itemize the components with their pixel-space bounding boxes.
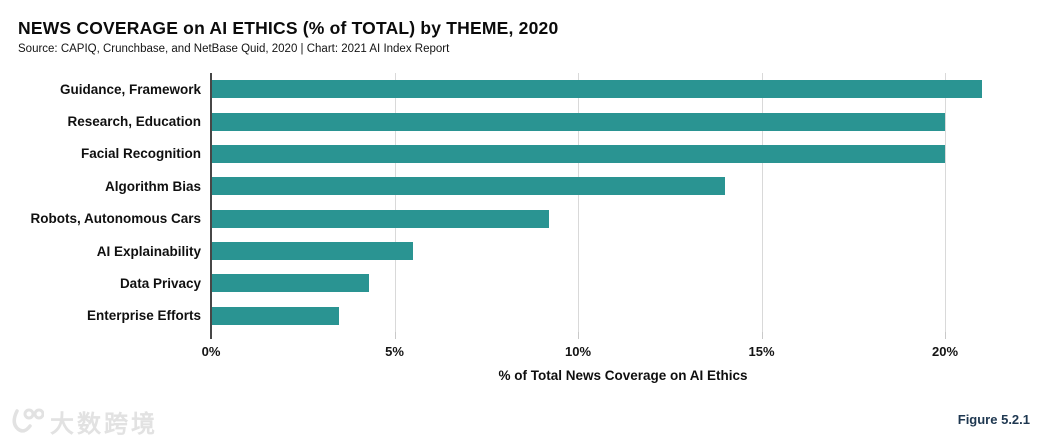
- gridline: [945, 73, 947, 332]
- category-label: Research, Education: [67, 114, 201, 130]
- x-axis-tick-labels: 0% 5% 10% 15% 20%: [202, 344, 1035, 360]
- bar: [211, 177, 725, 196]
- bar: [211, 80, 982, 99]
- chart-row: Robots, Autonomous Cars: [0, 203, 1035, 235]
- x-axis-label: % of Total News Coverage on AI Ethics: [498, 368, 748, 383]
- bar-chart: Guidance, Framework Research, Education Fa…: [0, 73, 1042, 383]
- chart-row: Data Privacy: [0, 267, 1035, 299]
- category-label: Enterprise Efforts: [86, 308, 201, 324]
- chart-row: AI Explainability: [0, 235, 1035, 267]
- chart-row: Enterprise Efforts: [0, 300, 1035, 332]
- bar: [211, 144, 946, 163]
- bar-track: [211, 177, 1035, 196]
- bar-track: [211, 112, 1035, 131]
- category-label: Data Privacy: [119, 275, 201, 291]
- bar-track: [211, 274, 1035, 293]
- x-tick-label: 15%: [748, 344, 775, 359]
- bar-track: [211, 242, 1035, 261]
- bar: [211, 306, 340, 325]
- gridlines: [211, 73, 1035, 332]
- chart-title: NEWS COVERAGE on AI ETHICS (% of TOTAL) …: [18, 18, 559, 38]
- x-tick-mark: [578, 332, 580, 339]
- plot-area: Guidance, Framework Research, Education Fa…: [0, 73, 1035, 339]
- category-label: Algorithm Bias: [104, 178, 201, 194]
- bar-track: [211, 144, 1035, 163]
- y-axis-line: [210, 73, 212, 339]
- x-tick-label: 0%: [201, 344, 221, 359]
- chart-row: Research, Education: [0, 105, 1035, 137]
- bar: [211, 209, 549, 228]
- category-label: AI Explainability: [96, 243, 201, 259]
- x-tick-mark: [394, 332, 396, 339]
- x-tick-label: 5%: [385, 344, 404, 359]
- bar: [211, 274, 369, 293]
- category-label: Facial Recognition: [80, 146, 201, 162]
- x-axis-ticks: [211, 332, 1035, 339]
- chart-source: Source: CAPIQ, Crunchbase, and NetBase Q…: [18, 42, 450, 55]
- bar: [211, 242, 413, 261]
- chart-header: NEWS COVERAGE on AI ETHICS (% of TOTAL) …: [18, 18, 558, 55]
- x-tick-label: 10%: [565, 344, 592, 359]
- x-tick-mark: [761, 332, 763, 339]
- watermark-text: 大数跨境: [50, 411, 158, 438]
- bar-track: [211, 80, 1035, 99]
- chart-row: Facial Recognition: [0, 138, 1035, 170]
- category-label: Robots, Autonomous Cars: [30, 211, 202, 227]
- bar: [211, 112, 946, 131]
- gridline: [394, 73, 396, 332]
- category-label: Guidance, Framework: [59, 81, 201, 97]
- bar-track: [211, 306, 1035, 325]
- figure-label: Figure 5.2.1: [957, 412, 1030, 427]
- bar-track: [211, 209, 1035, 228]
- x-tick-mark: [945, 332, 947, 339]
- watermark-logo: [12, 408, 44, 433]
- x-tick-label: 20%: [932, 344, 959, 359]
- chart-row: Algorithm Bias: [0, 170, 1035, 202]
- watermark: 大数跨境: [8, 404, 158, 439]
- bar-rows: Guidance, Framework Research, Education Fa…: [0, 73, 1035, 332]
- gridline: [578, 73, 580, 332]
- chart-row: Guidance, Framework: [0, 73, 1035, 105]
- gridline: [761, 73, 763, 332]
